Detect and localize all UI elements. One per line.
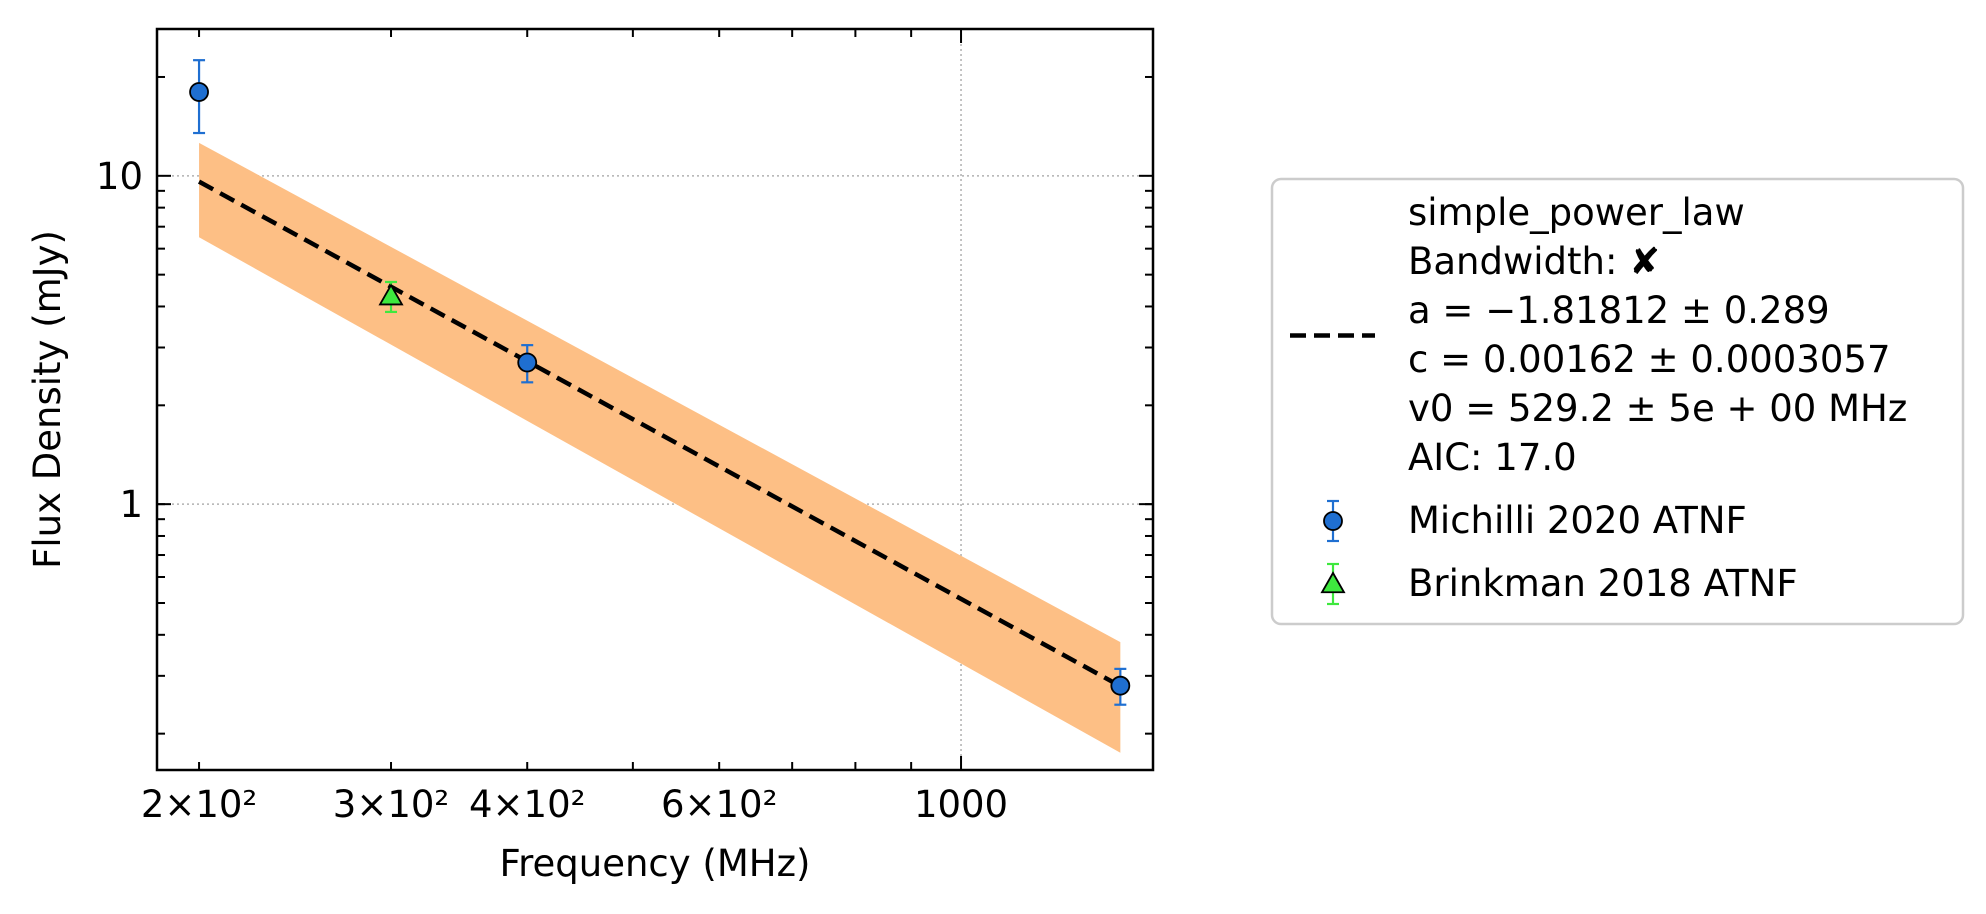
legend-series-label: Michilli 2020 ATNF bbox=[1408, 499, 1747, 542]
x-tick-label: 3×10² bbox=[333, 783, 449, 826]
fit-line bbox=[197, 179, 1122, 689]
y-axis-title: Flux Density (mJy) bbox=[26, 230, 69, 569]
y-tick-label: 1 bbox=[119, 483, 143, 526]
x-tick-label: 1000 bbox=[914, 783, 1008, 826]
legend-fit-label-line: c = 0.00162 ± 0.0003057 bbox=[1408, 338, 1890, 381]
legend-series-entry: Brinkman 2018 ATNF bbox=[1320, 562, 1798, 606]
legend-series-label: Brinkman 2018 ATNF bbox=[1408, 562, 1798, 605]
ticks-layer: 2×10² 3×10² 4×10² 6×10² 1000 1 10 bbox=[96, 29, 1153, 826]
x-axis-title: Frequency (MHz) bbox=[500, 842, 811, 885]
x-tick-label: 4×10² bbox=[469, 783, 585, 826]
data-point bbox=[1110, 675, 1131, 696]
legend-fit-entry: simple_power_law Bandwidth: ✘ a = −1.81812… bbox=[1290, 191, 1907, 479]
legend-series-entries: Michilli 2020 ATNF Brinkman 2018 ATNF bbox=[1320, 499, 1798, 606]
x-tick-label: 6×10² bbox=[661, 783, 777, 826]
fit-uncertainty-band bbox=[199, 142, 1121, 753]
band-layer bbox=[199, 142, 1121, 753]
legend-fit-label-line: v0 = 529.2 ± 5e + 00 MHz bbox=[1408, 387, 1907, 430]
legend-fit-label-line: Bandwidth: ✘ bbox=[1408, 240, 1660, 283]
legend: simple_power_law Bandwidth: ✘ a = −1.81812… bbox=[1270, 177, 1965, 626]
points-layer bbox=[189, 59, 1131, 706]
legend-box bbox=[1270, 177, 1965, 626]
data-point bbox=[189, 82, 209, 102]
y-tick-label: 10 bbox=[96, 155, 143, 198]
legend-series-entry: Michilli 2020 ATNF bbox=[1323, 499, 1747, 543]
legend-marker bbox=[1320, 571, 1346, 594]
grid-layer bbox=[157, 29, 1153, 770]
plot-frame bbox=[155, 27, 1155, 772]
data-point bbox=[517, 352, 538, 373]
legend-fit-label-line: a = −1.81812 ± 0.289 bbox=[1408, 289, 1830, 332]
fit-layer bbox=[197, 179, 1122, 689]
data-point bbox=[378, 283, 404, 306]
legend-marker bbox=[1323, 511, 1343, 531]
legend-fit-label-line: AIC: 17.0 bbox=[1408, 436, 1577, 479]
legend-fit-label-line: simple_power_law bbox=[1408, 191, 1745, 234]
x-tick-label: 2×10² bbox=[141, 783, 257, 826]
